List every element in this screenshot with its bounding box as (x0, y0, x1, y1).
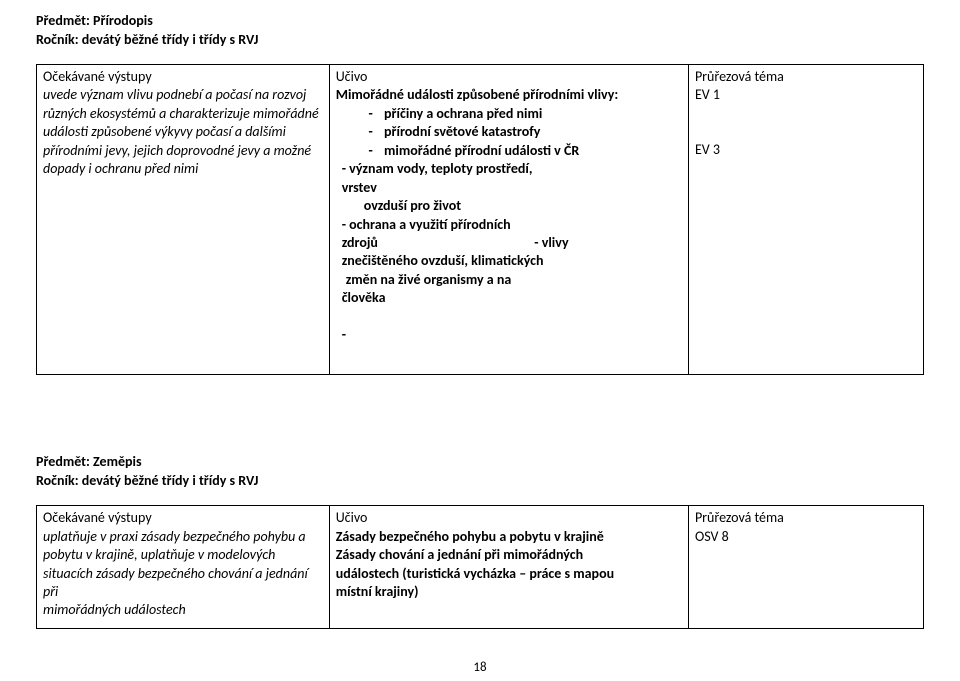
grade-line-2: Ročník: devátý běžné třídy i třídy s RVJ (36, 472, 924, 491)
curriculum-line: - ochrana a využití přírodních (342, 216, 682, 234)
curriculum-line: událostech (turistická vycházka – práce … (336, 565, 682, 583)
cell-crosscut: Průřezová téma OSV 8 (688, 506, 923, 629)
mid-header: Předmět: Zeměpis Ročník: devátý běžné tř… (36, 453, 924, 491)
curriculum-line: vrstev (342, 179, 682, 197)
curriculum-line: znečištěného ovzduší, klimatických (342, 252, 682, 270)
cell-curriculum: Učivo Zásady bezpečného pohybu a pobytu … (329, 506, 688, 629)
page-number: 18 (0, 660, 960, 675)
outcome-text: dopady i ochranu před nimi (43, 160, 323, 178)
subject-line-1: Předmět: Přírodopis (36, 12, 924, 31)
curriculum-line: Zásady chování a jednání při mimořádných (336, 546, 682, 564)
curriculum-text-right: - vlivy (534, 234, 568, 251)
curriculum-bullet: - mimořádné přírodní události v ČR (364, 142, 682, 160)
col-header: Učivo (336, 509, 682, 527)
cell-outcomes: Očekávané výstupy uvede význam vlivu pod… (37, 64, 330, 375)
cell-curriculum: Učivo Mimořádné události způsobené příro… (329, 64, 688, 375)
dash-icon: - (364, 123, 378, 141)
col-header: Učivo (336, 68, 682, 86)
curriculum-line: Zásady bezpečného pohybu a pobytu v kraj… (336, 528, 682, 546)
grade-line-1: Ročník: devátý běžné třídy i třídy s RVJ (36, 31, 924, 50)
dash-icon: - (364, 105, 378, 123)
crosscut-code: EV 1 (695, 86, 917, 104)
curriculum-text-left: zdrojů (342, 234, 378, 251)
curriculum-line: místní krajiny) (336, 583, 682, 601)
curriculum-bullet: - příčiny a ochrana před nimi (364, 105, 682, 123)
col-header: Očekávané výstupy (43, 509, 323, 527)
outcome-text: přírodními jevy, jejich doprovodné jevy … (43, 142, 323, 160)
bullet-text: mimořádné přírodní události v ČR (384, 142, 579, 159)
outcomes-table-2: Očekávané výstupy uplatňuje v praxi zása… (36, 505, 924, 629)
outcomes-table-1: Očekávané výstupy uvede význam vlivu pod… (36, 64, 924, 376)
bullet-text: přírodní světové katastrofy (384, 123, 540, 140)
subject-line-2: Předmět: Zeměpis (36, 453, 924, 472)
outcome-text: různých ekosystémů a charakterizuje mimo… (43, 105, 323, 123)
curriculum-line: zdrojů - vlivy (342, 234, 682, 252)
col-header: Očekávané výstupy (43, 68, 323, 86)
curriculum-bullet: - přírodní světové katastrofy (364, 123, 682, 141)
curriculum-line: - význam vody, teploty prostředí, (342, 160, 682, 178)
crosscut-code: OSV 8 (695, 528, 917, 546)
outcome-text: mimořádných událostech (43, 601, 323, 619)
curriculum-line: ovzduší pro život (364, 197, 682, 215)
lonely-dash: - (342, 326, 682, 344)
outcome-text: uvede význam vlivu podnebí a počasí na r… (43, 86, 323, 104)
cell-crosscut: Průřezová téma EV 1 EV 3 (688, 64, 923, 375)
bullet-text: příčiny a ochrana před nimi (384, 105, 542, 122)
col-header: Průřezová téma (695, 509, 917, 527)
dash-icon: - (364, 142, 378, 160)
curriculum-line: změn na živé organismy a na (342, 271, 682, 289)
table-row: Očekávané výstupy uvede význam vlivu pod… (37, 64, 924, 375)
outcome-text: situacích zásady bezpečného chování a je… (43, 565, 323, 602)
curriculum-title: Mimořádné události způsobené přírodními … (336, 86, 682, 104)
curriculum-line: člověka (342, 289, 682, 307)
outcome-text: uplatňuje v praxi zásady bezpečného pohy… (43, 528, 323, 546)
outcome-text: pobytu v krajině, uplatňuje v modelových (43, 546, 323, 564)
crosscut-code: EV 3 (695, 141, 917, 159)
top-header: Předmět: Přírodopis Ročník: devátý běžné… (36, 12, 924, 50)
col-header: Průřezová téma (695, 68, 917, 86)
outcome-text: události způsobené výkyvy počasí a další… (43, 123, 323, 141)
cell-outcomes: Očekávané výstupy uplatňuje v praxi zása… (37, 506, 330, 629)
table-row: Očekávané výstupy uplatňuje v praxi zása… (37, 506, 924, 629)
